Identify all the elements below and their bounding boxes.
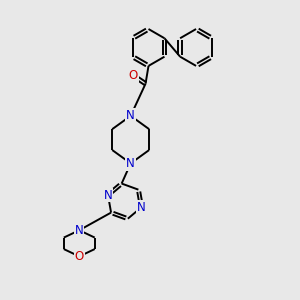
Text: N: N <box>75 224 84 237</box>
Text: O: O <box>75 250 84 263</box>
Text: N: N <box>103 188 112 202</box>
Text: O: O <box>128 69 138 82</box>
Text: N: N <box>126 109 135 122</box>
Text: N: N <box>126 157 135 170</box>
Text: N: N <box>137 201 146 214</box>
